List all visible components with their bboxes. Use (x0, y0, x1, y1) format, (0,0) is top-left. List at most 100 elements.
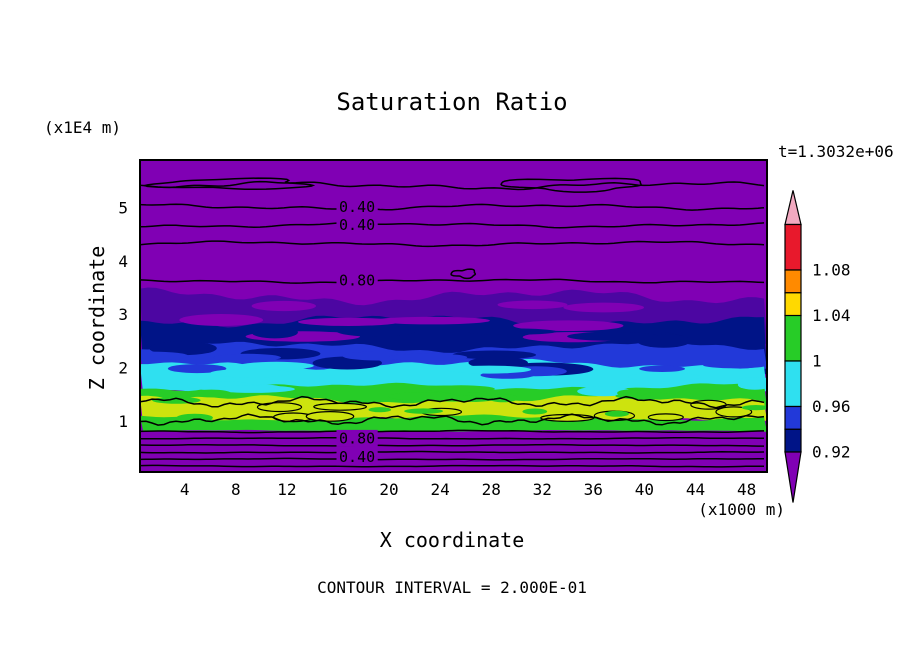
field-blob (563, 302, 644, 313)
field-blob (251, 300, 316, 312)
field-blob (251, 326, 298, 339)
x-axis-unit: (x1000 m) (698, 500, 785, 519)
field-blob (522, 408, 548, 415)
contour-line (140, 413, 765, 426)
field-blob (336, 325, 416, 337)
field-blob (213, 353, 281, 362)
colorbar-segment-blue (784, 405, 802, 430)
field-blob (715, 406, 753, 418)
plot-frame (139, 159, 768, 473)
contour-loop (142, 177, 316, 191)
field-blob (639, 365, 686, 372)
field-blob (567, 331, 658, 341)
field-blob (404, 408, 444, 414)
colorbar-segment-purple (784, 451, 802, 503)
y-tick-label: 2 (118, 359, 128, 378)
field-blob (149, 341, 217, 356)
x-tick-label: 20 (379, 480, 398, 499)
field-blob (387, 353, 468, 361)
contour-label: 0.40 (339, 216, 375, 234)
contour-line (140, 443, 764, 447)
x-tick-label: 28 (482, 480, 501, 499)
x-tick-label: 4 (180, 480, 190, 499)
field-blob (210, 385, 295, 393)
field-blob (191, 389, 232, 398)
field-blob (427, 385, 495, 393)
field-blob (167, 364, 227, 374)
colorbar-segment-pink (784, 190, 802, 226)
contour-line (140, 464, 764, 468)
colorbar-tick-label: 1.08 (812, 261, 851, 280)
field-blob (497, 300, 568, 310)
colorbar-segment-navy (784, 428, 802, 453)
field-blob (140, 351, 189, 361)
contour-line (140, 203, 765, 211)
x-tick-label: 48 (737, 480, 756, 499)
contour-label: 0.40 (339, 448, 375, 466)
y-axis-unit: (x1E4 m) (44, 118, 122, 137)
contour-interval-note: CONTOUR INTERVAL = 2.000E-01 (317, 578, 587, 597)
colorbar: 1.08 1.04 1 0.96 0.92 (784, 190, 851, 503)
contour-line (140, 221, 765, 229)
field-blob (703, 362, 767, 369)
field-blob (446, 365, 532, 374)
field-blob (239, 361, 314, 370)
field-blob (452, 350, 537, 360)
field-blob (604, 410, 630, 417)
field-blob (313, 402, 368, 411)
contour-label-bg (336, 272, 378, 290)
contour-line (140, 436, 765, 440)
colorbar-segment-green (784, 314, 802, 362)
x-tick-label: 16 (328, 480, 347, 499)
x-tick-label: 44 (686, 480, 705, 499)
time-annotation: t=1.3032e+06 (778, 142, 894, 161)
field-blob (305, 411, 355, 422)
x-tick-label: 36 (584, 480, 603, 499)
contour-label-bg (336, 429, 378, 447)
x-tick-label: 32 (533, 480, 552, 499)
colorbar-segment-red (784, 223, 802, 271)
contour-loop (500, 177, 643, 193)
y-tick-label: 4 (118, 252, 128, 271)
contour-label-bg (336, 216, 378, 234)
contour-loop (450, 268, 477, 280)
field-blob (647, 413, 684, 422)
x-tick-label: 24 (430, 480, 449, 499)
colorbar-segment-cyan (784, 360, 802, 408)
y-tick-label: 1 (118, 412, 128, 431)
contour-line (140, 457, 764, 461)
field-area: 0.400.400.800.800.40 (140, 160, 767, 472)
x-tick-label: 12 (277, 480, 296, 499)
contour-line (140, 278, 765, 284)
field-blob (690, 399, 727, 410)
contour-line (140, 240, 765, 248)
contour-line (140, 450, 765, 454)
x-tick-label: 40 (635, 480, 654, 499)
field-band (140, 430, 767, 472)
field-blob (681, 388, 713, 397)
colorbar-tick-label: 0.92 (812, 443, 851, 462)
field-blob (741, 405, 767, 411)
colorbar-tick-label: 1.04 (812, 306, 851, 325)
field-blob (298, 317, 399, 326)
field-blob (628, 372, 701, 382)
contour-line (140, 429, 765, 434)
field-blob (179, 314, 264, 326)
colorbar-segment-yellow (784, 292, 802, 317)
field-blob (617, 389, 647, 397)
contour-line (140, 395, 765, 409)
x-tick-label: 8 (231, 480, 241, 499)
contour-label-bg (336, 198, 378, 216)
field-blob (465, 328, 557, 335)
field-blob (373, 316, 490, 325)
colorbar-segment-orange (784, 269, 802, 294)
contour-line (140, 180, 765, 191)
contour-label: 0.80 (339, 429, 375, 447)
field-blob (737, 380, 767, 390)
y-tick-label: 3 (118, 305, 128, 324)
colorbar-tick-label: 0.96 (812, 397, 851, 416)
field-blob (577, 386, 631, 397)
field-blob (210, 368, 291, 378)
